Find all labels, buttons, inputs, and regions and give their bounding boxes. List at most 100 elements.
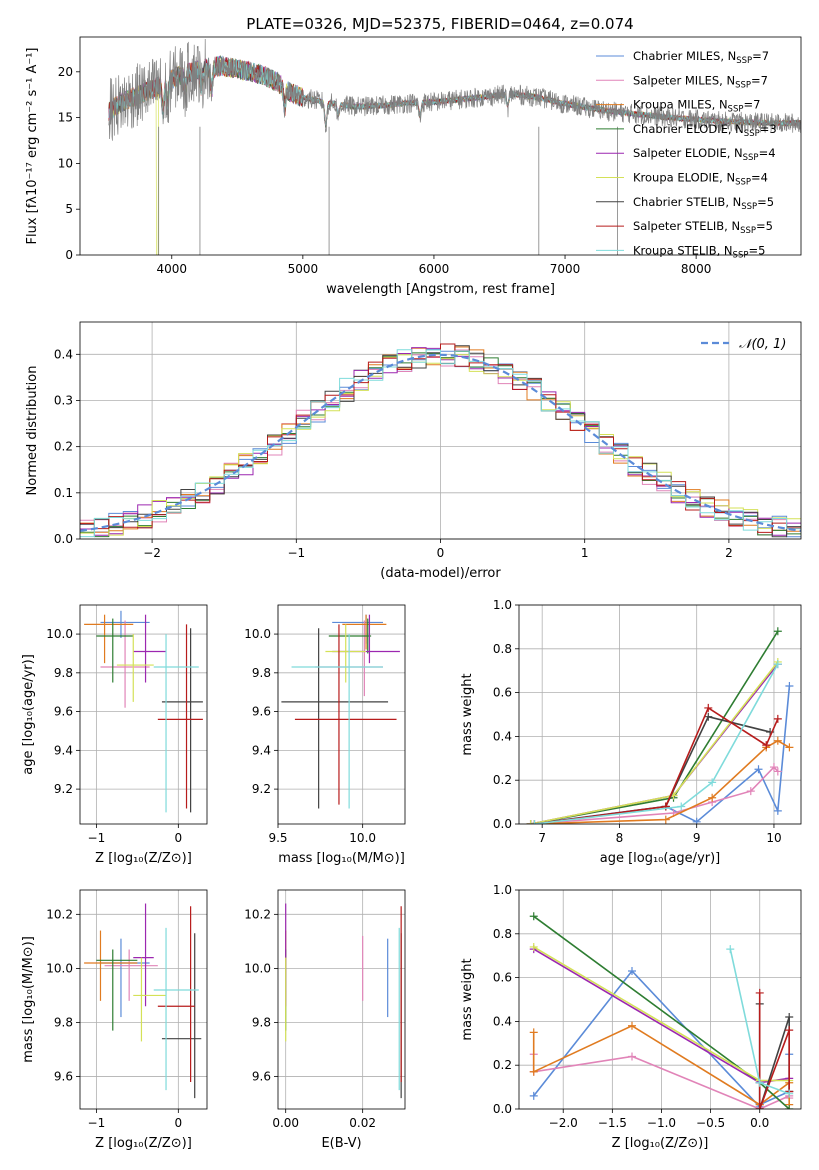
y-axis-label: mass weight (460, 958, 475, 1040)
x-tick-label: −1 (88, 1116, 106, 1130)
gaussian-curve (80, 353, 801, 532)
weight-line (530, 765, 779, 824)
axes-frame (277, 889, 406, 1110)
y-tick-label: 0.4 (493, 729, 512, 743)
chart-residuals: −2 −1 0 1 2 0.0 0.1 0.2 0.3 0.4 (data-model)/error… (25, 321, 802, 581)
x-tick-label: 0 (175, 831, 183, 845)
y-tick-label: 1.0 (493, 883, 512, 897)
legend-label: Chabrier MILES, NSSP=7 (633, 49, 769, 66)
legend-label: Chabrier ELODIE, NSSP=3 (633, 122, 777, 139)
y-tick-label: 0.0 (493, 817, 512, 831)
x-tick-label: 7000 (550, 262, 581, 276)
x-axis-label: Z [log₁₀(Z/Z⊙)] (612, 1136, 709, 1151)
y-tick-label: 9.4 (252, 743, 271, 757)
chart-age-vs-Z: −1 0 9.2 9.4 9.6 9.8 10.0 Z [log₁₀(Z/Z⊙)] age [l… (21, 604, 208, 866)
weight-marker (726, 945, 735, 954)
x-axis-label: (data-model)/error (380, 566, 501, 581)
axes-frame (277, 604, 406, 825)
y-axis-label: mass [log₁₀(M/M⊙)] (21, 936, 36, 1063)
y-axis-label: age [log₁₀(age/yr)] (21, 654, 36, 775)
x-axis-label: E(B-V) (321, 1136, 361, 1151)
weight-marker (529, 942, 538, 951)
y-tick-label: 10.0 (46, 627, 73, 641)
weight-marker (530, 820, 539, 824)
weight-marker (755, 1105, 764, 1109)
axes-frame (79, 36, 802, 256)
errorbars (84, 903, 202, 1099)
weight-marker (755, 1078, 764, 1087)
y-tick-label: 10.2 (46, 907, 73, 921)
y-axis-label: mass weight (460, 673, 475, 755)
y-tick-label: 10.0 (46, 961, 73, 975)
y-tick-label: 20 (58, 65, 73, 79)
weight-line (758, 992, 791, 1109)
chart-mass-vs-Z: −1 0 9.6 9.8 10.0 10.2 Z [log₁₀(Z/Z⊙)] mass [lo… (21, 889, 208, 1151)
spectrum-lines (108, 38, 801, 255)
histograms (80, 343, 801, 538)
y-tick-label: 9.2 (252, 782, 271, 796)
x-tick-label: 0.02 (349, 1116, 376, 1130)
y-axis-label: Flux [fλ10⁻¹⁷ erg cm⁻² s⁻¹ A⁻¹] (25, 48, 40, 245)
chart-massweight-vs-age: 7 8 9 10 0.0 0.2 0.4 0.6 0.8 1.0 age [log₁₀(age/yr… (460, 598, 802, 866)
x-tick-label: 7 (538, 831, 546, 845)
legend-label: Salpeter ELODIE, NSSP=4 (633, 146, 776, 163)
weight-marker (529, 912, 538, 921)
weight-marker (785, 1013, 794, 1022)
x-axis-label: mass [log₁₀(M/M⊙)] (278, 851, 405, 866)
weight-line (530, 685, 791, 824)
weight-marker (785, 1026, 794, 1035)
x-tick-label: 0.00 (272, 1116, 299, 1130)
x-tick-label: −2 (143, 546, 161, 560)
y-tick-label: 10 (58, 156, 73, 170)
weight-marker (529, 1091, 538, 1100)
y-tick-label: 9.4 (54, 743, 73, 757)
y-tick-label: 0 (65, 248, 73, 262)
y-tick-label: 0.8 (493, 642, 512, 656)
y-tick-label: 10.2 (244, 907, 271, 921)
y-tick-label: 10.0 (244, 961, 271, 975)
weight-lines (529, 912, 794, 1109)
errorbars (84, 610, 203, 813)
legend-label: Kroupa STELIB, NSSP=5 (633, 243, 765, 260)
weight-marker (773, 714, 782, 723)
y-tick-label: 0.8 (493, 927, 512, 941)
x-tick-label: 5000 (288, 262, 319, 276)
legend-label: Kroupa MILES, NSSP=7 (633, 98, 760, 115)
x-tick-label: 1 (581, 546, 589, 560)
y-tick-label: 15 (58, 111, 73, 125)
y-tick-label: 0.0 (493, 1102, 512, 1116)
weight-line (530, 739, 790, 824)
y-tick-label: 0.1 (54, 486, 73, 500)
errorbars (281, 614, 400, 809)
y-tick-label: 9.6 (252, 1070, 271, 1084)
weight-marker (785, 1089, 794, 1098)
axes-frame (79, 604, 208, 825)
x-axis-label: Z [log₁₀(Z/Z⊙)] (95, 1136, 192, 1151)
weight-marker (627, 1052, 636, 1061)
weight-line (530, 661, 779, 824)
weight-marker (773, 736, 782, 745)
x-axis-label: Z [log₁₀(Z/Z⊙)] (95, 851, 192, 866)
weight-marker (529, 1028, 538, 1037)
x-tick-label: −1 (88, 831, 106, 845)
weight-marker (773, 806, 782, 815)
weight-marker (773, 627, 782, 636)
weight-marker (529, 1067, 538, 1076)
y-tick-label: 9.6 (252, 705, 271, 719)
axes-frame (518, 889, 802, 1110)
x-axis-label: wavelength [Angstrom, rest frame] (326, 282, 555, 297)
weight-lines (526, 627, 794, 824)
histogram-step (80, 349, 801, 538)
weight-marker (755, 988, 764, 997)
x-tick-label: 8000 (681, 262, 712, 276)
x-axis-label: age [log₁₀(age/yr)] (600, 851, 721, 866)
y-tick-label: 0.4 (493, 1014, 512, 1028)
weight-marker (526, 820, 535, 824)
weight-marker (762, 741, 771, 750)
y-tick-label: 0.2 (493, 1058, 512, 1072)
y-tick-label: 0.3 (54, 393, 73, 407)
weight-marker (746, 787, 755, 796)
weight-marker (692, 817, 701, 824)
